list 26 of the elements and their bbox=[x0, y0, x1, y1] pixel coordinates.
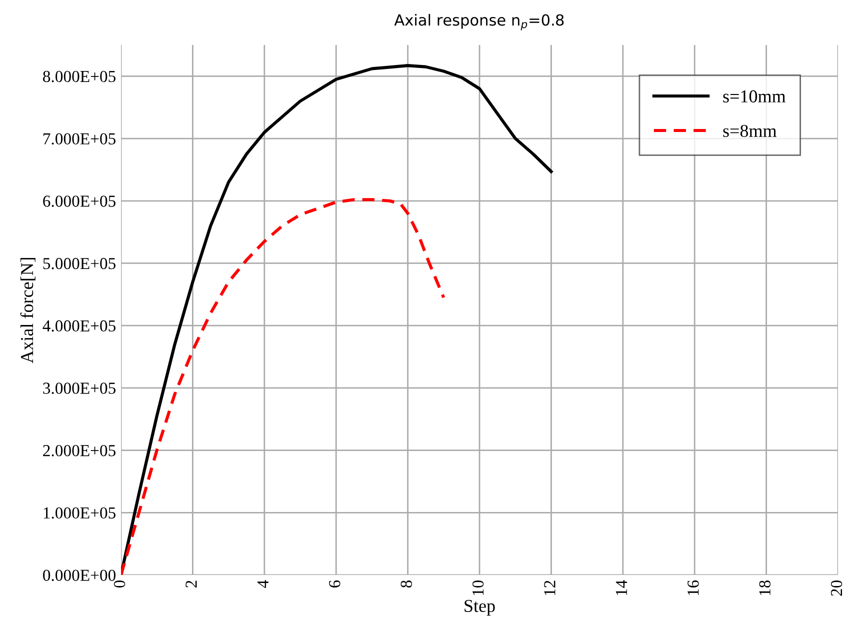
x-tick-label: 4 bbox=[257, 580, 268, 588]
legend-label: s=10mm bbox=[723, 90, 786, 102]
y-tick-label: 1.000E+05 bbox=[44, 507, 116, 519]
line-series bbox=[121, 198, 446, 575]
y-tick-label: 0.000E+00 bbox=[43, 570, 116, 582]
y-axis-title: Axial force[N] bbox=[20, 258, 36, 364]
y-tick-label: 3.000E+05 bbox=[43, 382, 116, 394]
x-tick-label: 20 bbox=[830, 580, 842, 596]
x-tick-label: 18 bbox=[759, 580, 770, 596]
x-tick-label: 2 bbox=[186, 580, 197, 588]
y-tick-label: 6.000E+05 bbox=[43, 196, 116, 207]
x-axis-title: Step bbox=[464, 600, 495, 616]
y-tick-label: 8.000E+05 bbox=[43, 70, 116, 82]
x-tick-label: 0 bbox=[114, 580, 126, 588]
x-tick-label: 10 bbox=[472, 580, 484, 596]
y-tick-label: 7.000E+05 bbox=[43, 133, 116, 145]
chart-title: Axial response n$_{p}$=0.8 bbox=[394, 14, 564, 30]
x-tick-label: 8 bbox=[400, 580, 412, 588]
y-tick-label: 2.000E+05 bbox=[43, 444, 116, 456]
y-tick-label: 5.000E+05 bbox=[43, 258, 116, 270]
x-tick-label: 14 bbox=[616, 580, 627, 596]
legend-label: s=8mm bbox=[723, 124, 777, 138]
y-tick-label: 4.000E+05 bbox=[42, 320, 116, 332]
x-tick-label: 6 bbox=[329, 580, 340, 588]
x-tick-label: 16 bbox=[688, 580, 699, 596]
x-tick-label: 12 bbox=[544, 580, 556, 596]
